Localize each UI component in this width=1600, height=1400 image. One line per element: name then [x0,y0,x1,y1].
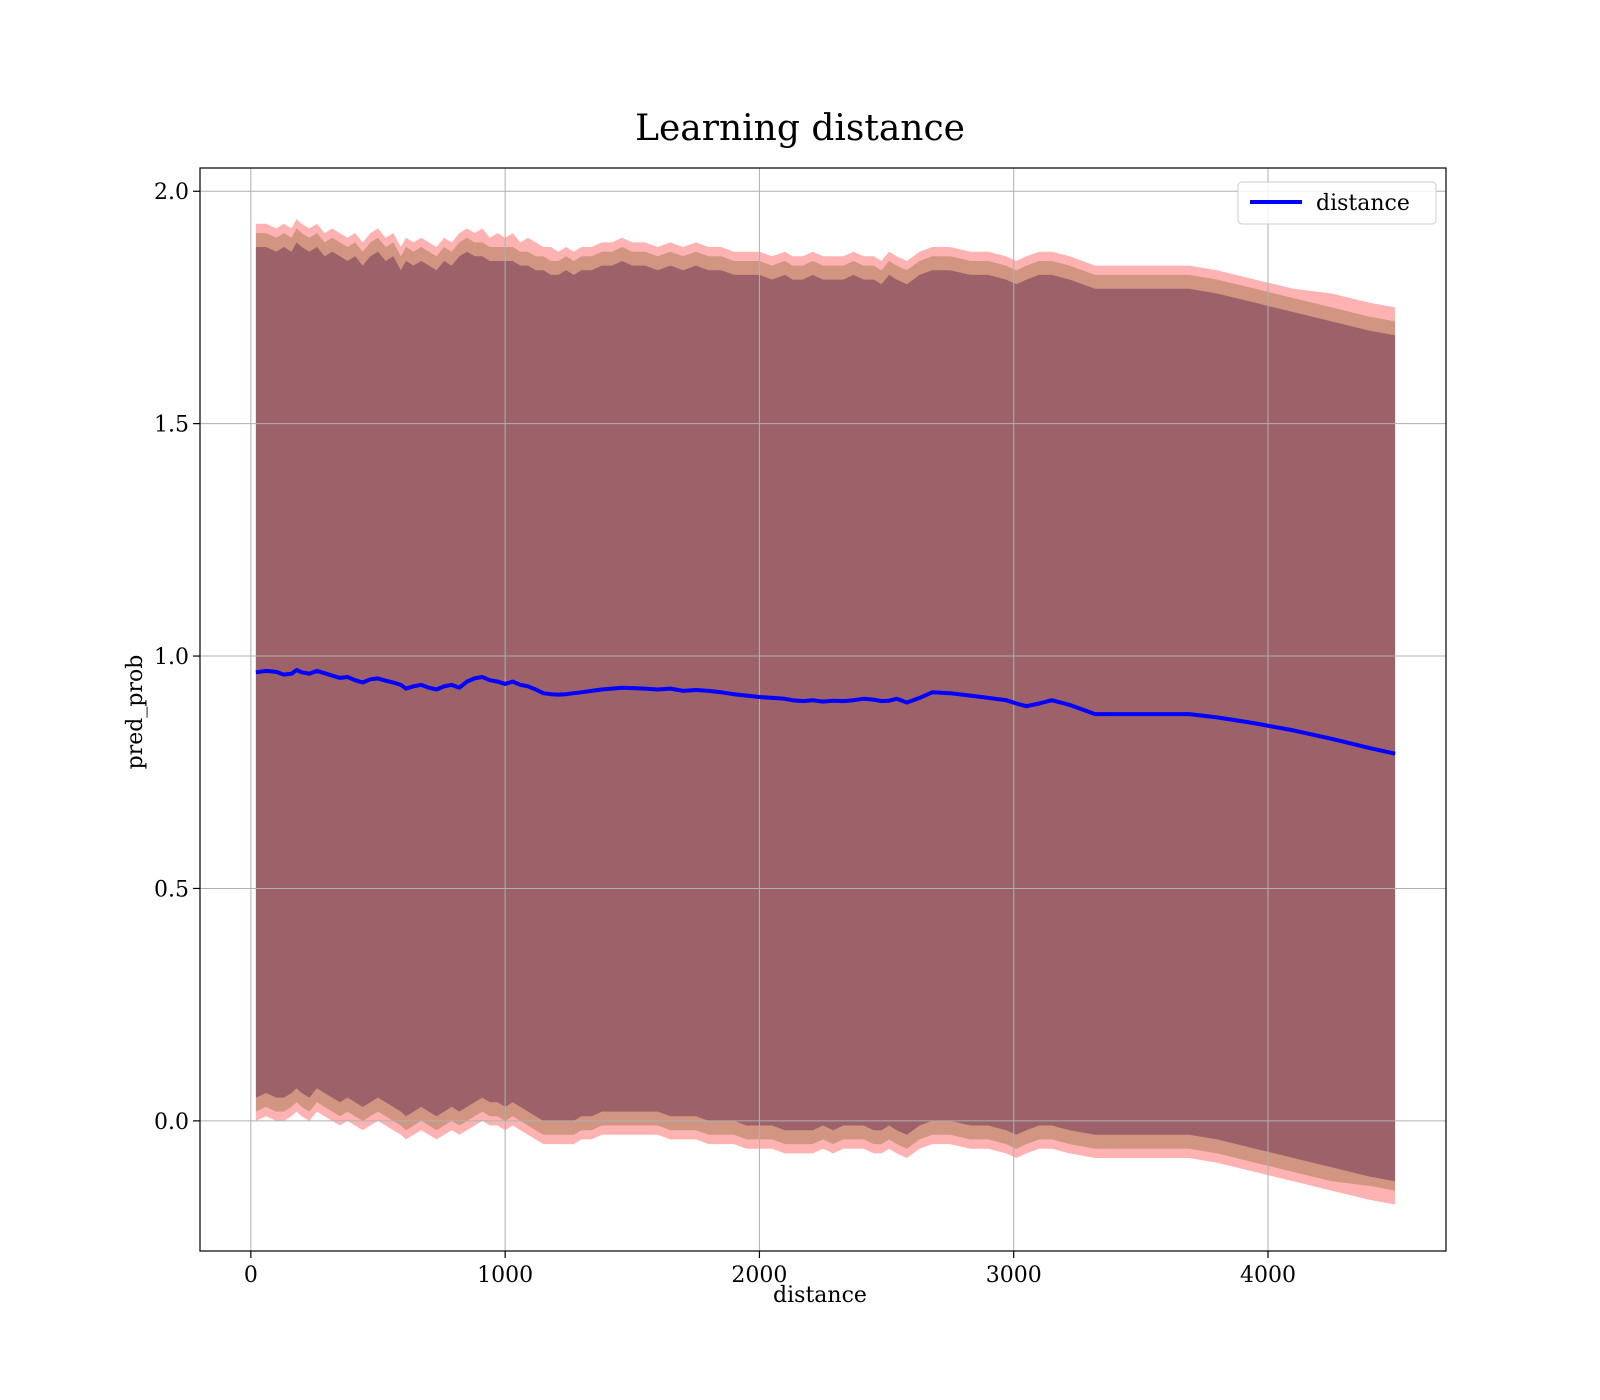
y-tick-label: 2.0 [154,180,189,205]
band-inner [255,242,1396,1182]
y-tick-label: 0.5 [154,877,189,902]
y-axis-label: pred_prob [123,655,148,770]
y-tick-label: 0.0 [154,1110,189,1135]
plot-frame [199,167,1447,1252]
x-tick-label: 4000 [1240,1263,1296,1288]
y-tick-label: 1.5 [154,413,189,438]
confidence-bands [255,219,1396,1205]
y-tick-label: 1.0 [154,645,189,670]
legend-entry-distance: distance [1316,191,1410,216]
legend: distance [1237,181,1437,225]
x-tick-label: 2000 [731,1263,787,1288]
series-line-distance [255,668,1396,756]
plot-area [199,167,1447,1252]
legend-box [1237,181,1437,225]
y-axis: 0.0 0.5 1.0 1.5 2.0 [154,180,200,1135]
x-tick-label: 3000 [986,1263,1042,1288]
x-axis-label: distance [773,1283,867,1308]
x-tick-label: 1000 [477,1263,533,1288]
chart-title: Learning distance [635,108,965,149]
x-tick-label: 0 [244,1263,258,1288]
x-axis: 0 1000 2000 3000 4000 [244,1251,1296,1288]
